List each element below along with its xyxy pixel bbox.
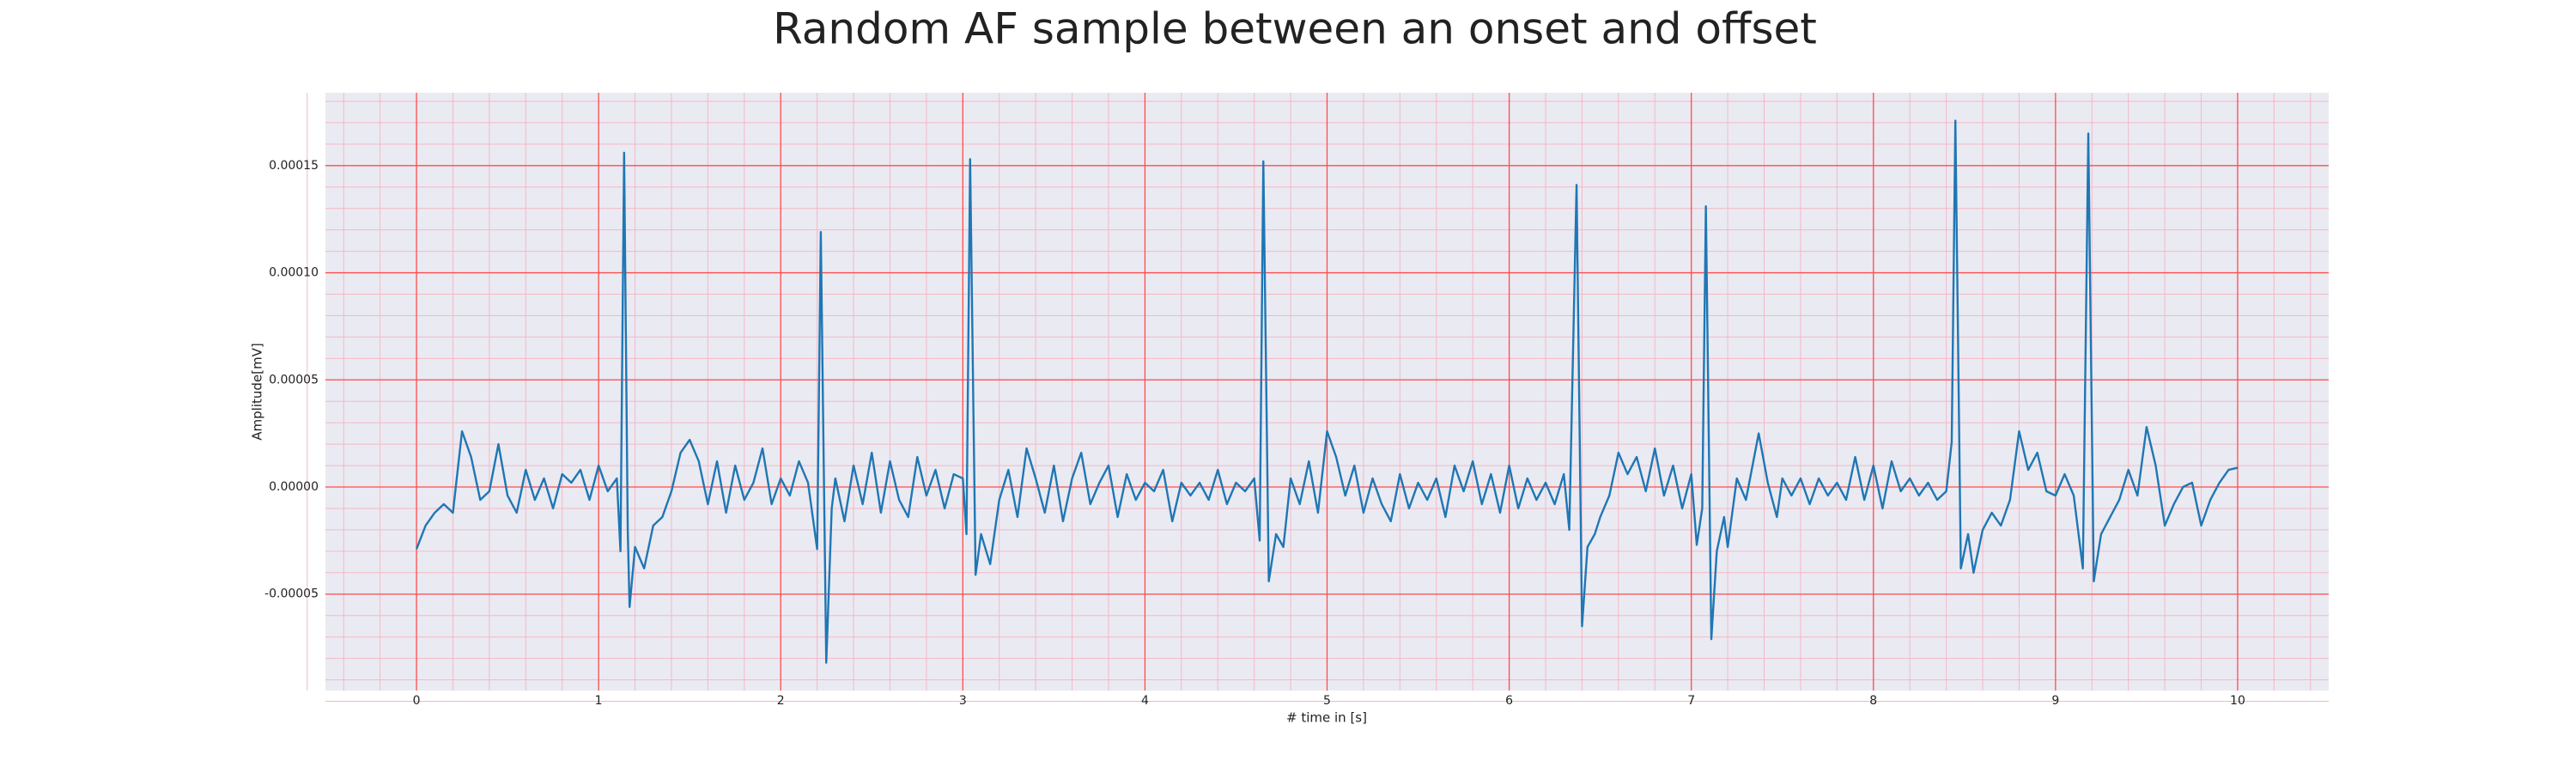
- x-tick-label: 10: [2230, 694, 2245, 708]
- y-axis-label: Amplitude[mV]: [250, 343, 265, 440]
- signal-line: [415, 119, 2239, 664]
- x-tick-label: 0: [413, 694, 421, 708]
- x-tick-label: 6: [1505, 694, 1513, 708]
- x-tick-label: 4: [1141, 694, 1149, 708]
- chart-title: Random AF sample between an onset and of…: [773, 4, 1817, 54]
- x-tick-label: 1: [595, 694, 603, 708]
- x-tick-label: 8: [1869, 694, 1877, 708]
- y-tick-label: 0.00010: [269, 266, 319, 280]
- x-tick-label: 5: [1323, 694, 1331, 708]
- x-tick-label: 7: [1687, 694, 1695, 708]
- y-tick-label: 0.00015: [269, 159, 319, 173]
- y-tick-label: 0.00005: [269, 373, 319, 386]
- x-tick-label: 2: [777, 694, 785, 708]
- x-tick-label: 9: [2051, 694, 2059, 708]
- y-tick-label: -0.00005: [264, 587, 319, 601]
- x-axis-label: # time in [s]: [1286, 710, 1367, 726]
- x-tick-label: 3: [959, 694, 967, 708]
- y-tick-label: 0.00000: [269, 480, 319, 494]
